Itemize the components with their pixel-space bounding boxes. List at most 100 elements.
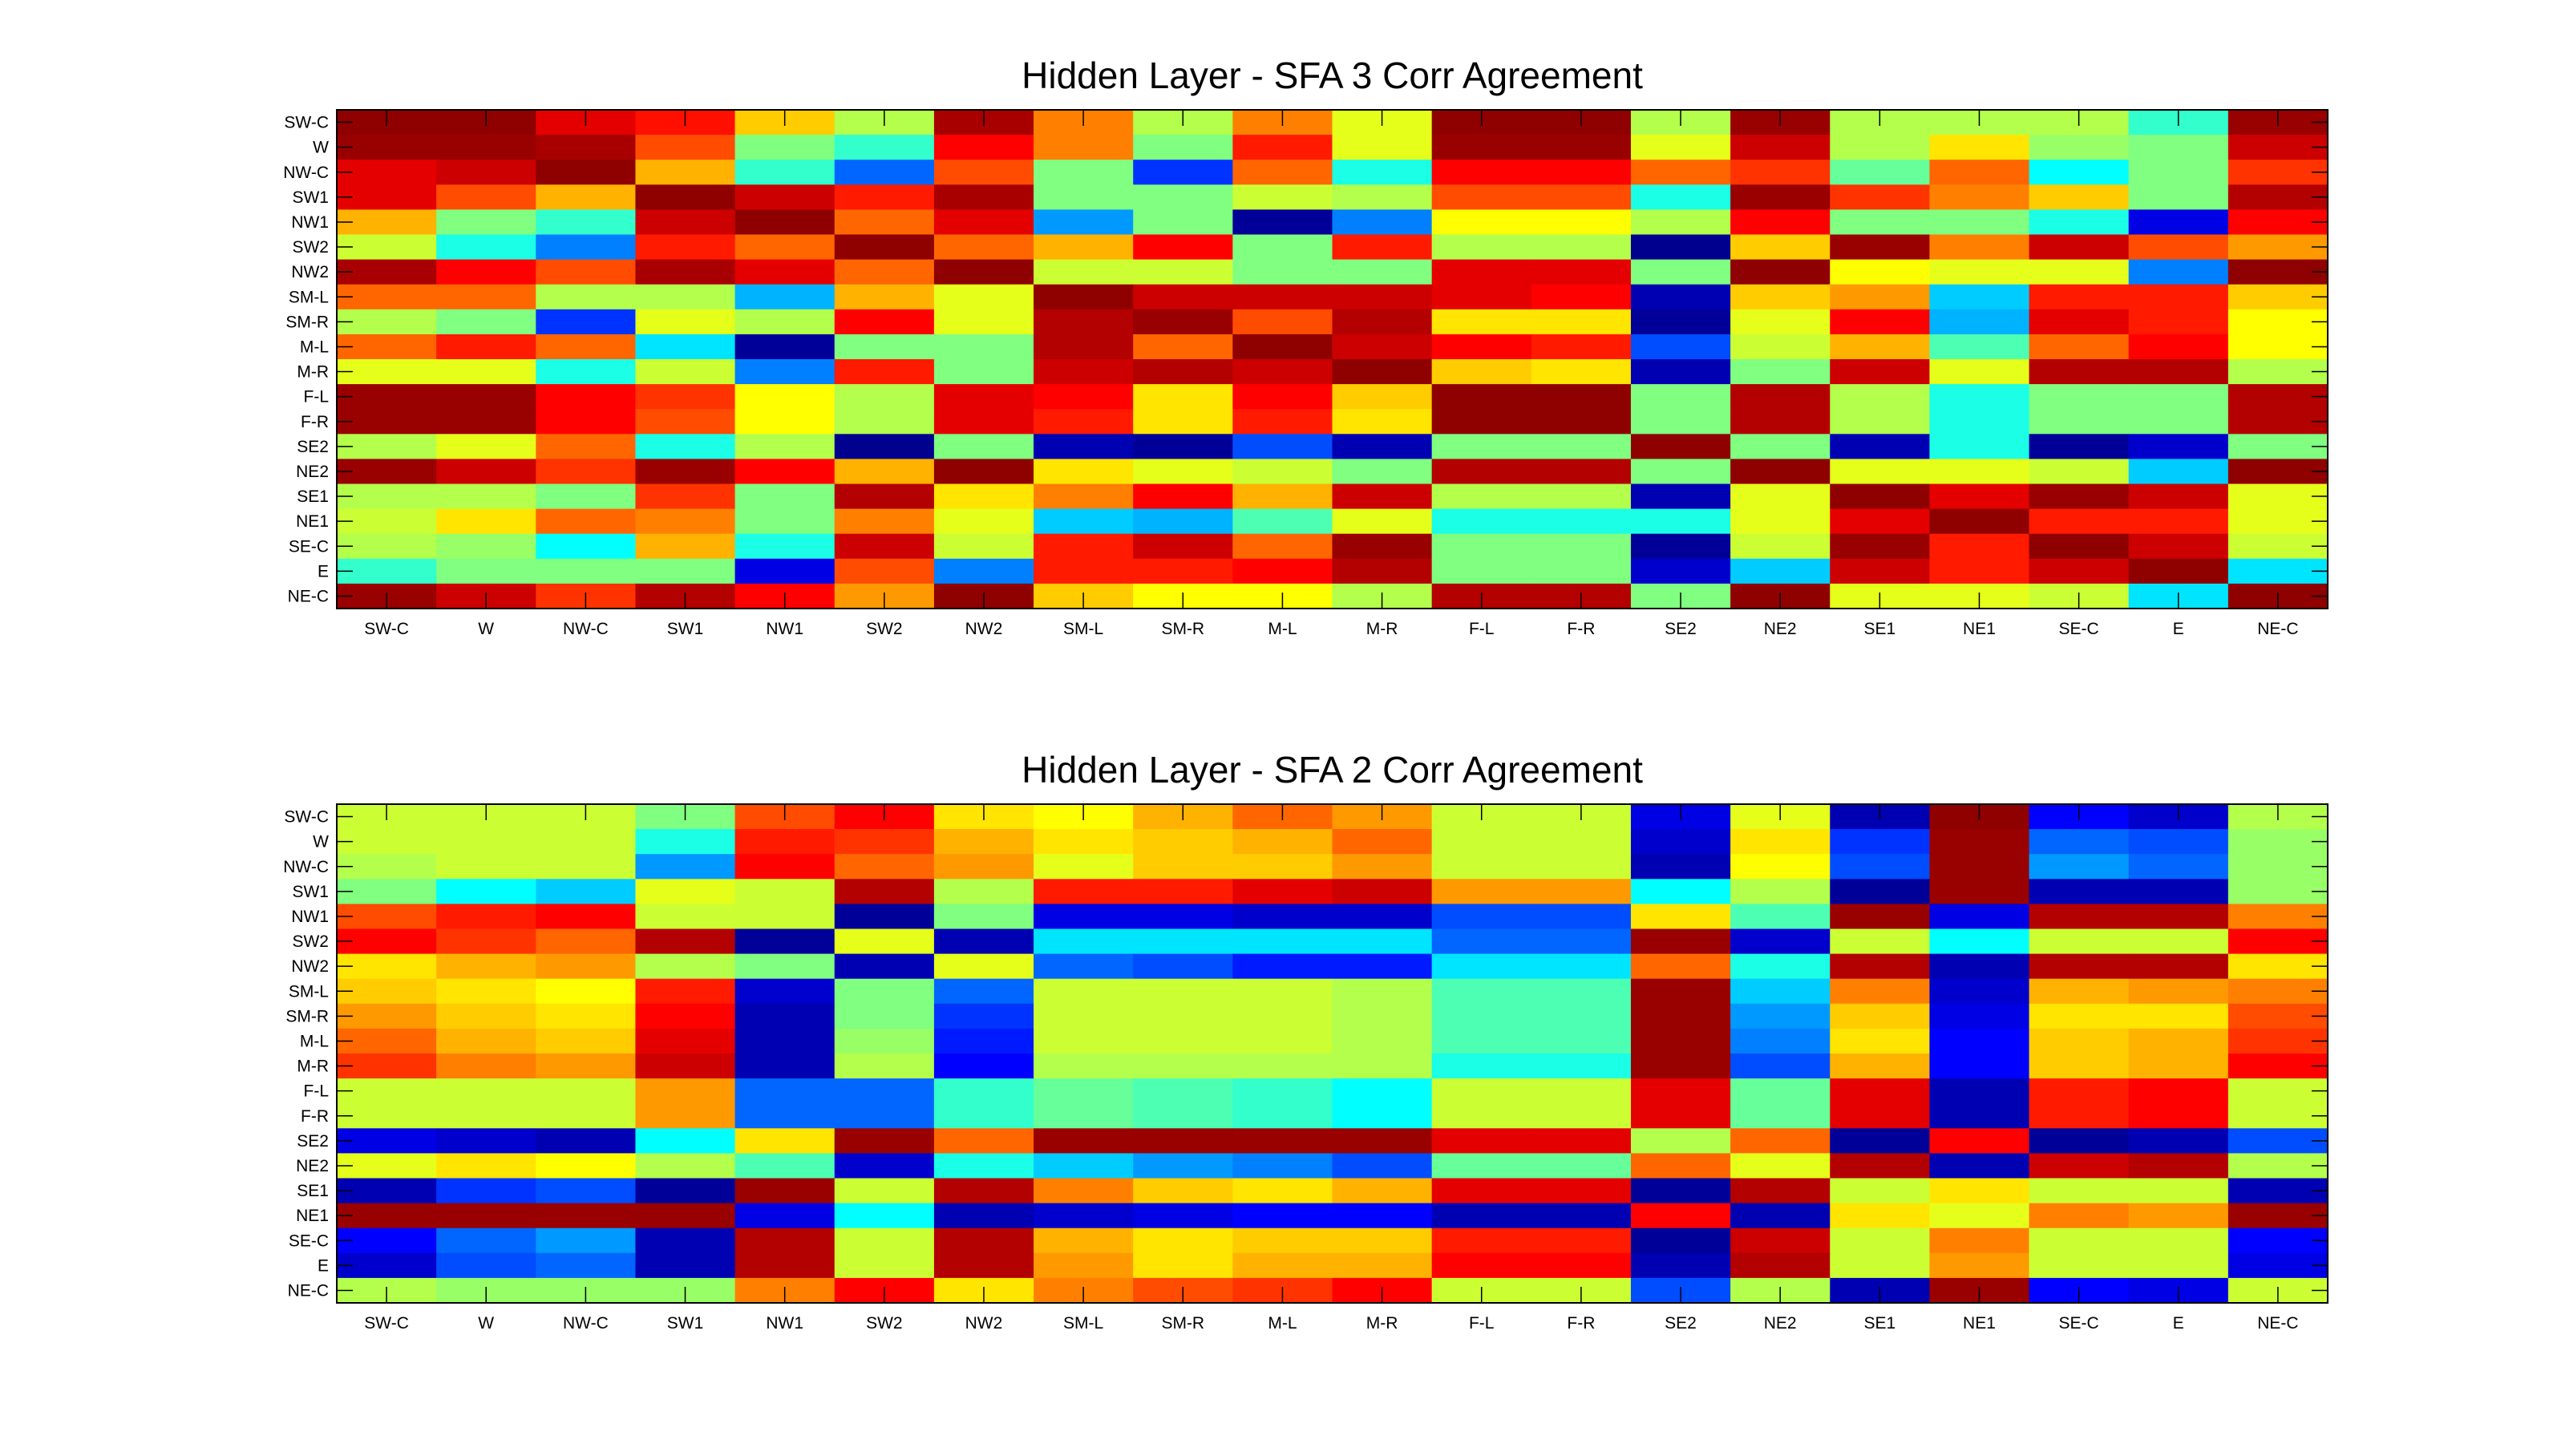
heatmap-cell [1332, 558, 1433, 584]
heatmap-cell [1232, 879, 1333, 904]
heatmap-cell [536, 334, 637, 360]
heatmap-cell [2227, 953, 2328, 980]
heatmap-cell [1332, 135, 1433, 160]
heatmap-cell [933, 508, 1034, 535]
heatmap-cell [1730, 978, 1831, 1005]
heatmap-cell [436, 184, 536, 210]
x-tick-label: M-R [1366, 1314, 1398, 1333]
y-tick-label: W [313, 139, 329, 157]
heatmap-cell [1630, 978, 1731, 1005]
heatmap-cell [1232, 459, 1333, 485]
heatmap-cell [834, 978, 935, 1005]
heatmap-cell [2227, 1128, 2328, 1154]
heatmap-cell [1332, 459, 1433, 485]
heatmap-cell [734, 558, 835, 584]
heatmap-cell [1830, 928, 1930, 955]
x-tick-label: M-L [1268, 620, 1297, 638]
heatmap-cell [536, 434, 637, 459]
heatmap-cell [1034, 334, 1134, 360]
heatmap-cell [1232, 508, 1333, 535]
heatmap-cell [337, 284, 437, 310]
heatmap-cell [1531, 829, 1632, 855]
heatmap-cell [1232, 1078, 1333, 1104]
heatmap-cell [1431, 953, 1532, 980]
y-tick-label: SM-L [289, 288, 329, 306]
heatmap-cell [635, 234, 736, 261]
heatmap-cell [734, 1003, 835, 1029]
heatmap-cell [1431, 1054, 1532, 1079]
heatmap-cell [734, 904, 835, 930]
heatmap-cell [1232, 978, 1333, 1005]
heatmap-cell [734, 209, 835, 236]
heatmap-cell [1730, 459, 1831, 485]
heatmap-cell [1830, 1227, 1930, 1254]
heatmap-cell [1531, 334, 1632, 360]
heatmap-cell [1630, 1028, 1731, 1054]
heatmap-cell [2029, 1203, 2130, 1229]
heatmap-cell [337, 928, 437, 955]
x-tick-label: W [478, 620, 494, 638]
heatmap-cell [1830, 879, 1930, 904]
heatmap-cell [1232, 1128, 1333, 1154]
heatmap-cell [2029, 483, 2130, 510]
heatmap-cell [1332, 533, 1433, 560]
heatmap-cell [2128, 533, 2229, 560]
heatmap-cell [1133, 309, 1233, 335]
heatmap-cell [1034, 1054, 1134, 1079]
heatmap-cell [1730, 1103, 1831, 1129]
heatmap-cell [1332, 184, 1433, 210]
heatmap-cell [337, 160, 437, 185]
heatmap-cell [536, 904, 637, 930]
x-tick-label: SW1 [667, 620, 704, 638]
heatmap-cell [2227, 135, 2328, 160]
heatmap-cell [1133, 1227, 1233, 1254]
heatmap-cell [1531, 533, 1632, 560]
heatmap-cell [1929, 483, 2030, 510]
heatmap-cell [2128, 953, 2229, 980]
heatmap-cell [734, 1128, 835, 1154]
heatmap-cell [2227, 284, 2328, 310]
heatmap-cell [1332, 1103, 1433, 1129]
heatmap-cell [933, 1203, 1034, 1229]
heatmap-cell [2029, 854, 2130, 880]
heatmap-cell [536, 508, 637, 535]
heatmap-cell [734, 135, 835, 160]
heatmap-cell [1630, 384, 1731, 410]
heatmap-cell [1730, 953, 1831, 980]
heatmap-cell [1929, 1078, 2030, 1104]
x-tick-label: NW1 [766, 620, 803, 638]
heatmap-cell [1431, 1078, 1532, 1104]
heatmap-cell [834, 1028, 935, 1054]
heatmap-cell [1630, 483, 1731, 510]
heatmap-cell [1431, 309, 1532, 335]
x-tick-label: SM-R [1161, 620, 1204, 638]
heatmap-cell [2227, 1103, 2328, 1129]
heatmap-cell [2227, 1078, 2328, 1104]
heatmap-cell [1034, 533, 1134, 560]
y-tick-label: NW-C [283, 858, 329, 876]
heatmap-cell [1730, 234, 1831, 261]
heatmap-cell [2029, 953, 2130, 980]
heatmap-cell [1830, 854, 1930, 880]
heatmap-cell [834, 359, 935, 385]
heatmap-cell [1332, 334, 1433, 360]
heatmap-cell [1730, 135, 1831, 160]
heatmap-cell [734, 978, 835, 1005]
heatmap-cell [635, 1028, 736, 1054]
heatmap-cell [436, 1178, 536, 1204]
heatmap-cell [635, 1203, 736, 1229]
heatmap-cell [1730, 184, 1831, 210]
heatmap-cell [1929, 284, 2030, 310]
heatmap-cell [933, 309, 1034, 335]
heatmap-cell [2227, 558, 2328, 584]
heatmap-cell [2128, 160, 2229, 185]
heatmap-cell [834, 209, 935, 236]
heatmap-cell [1929, 1054, 2030, 1079]
heatmap-cell [1133, 1128, 1233, 1154]
heatmap-cell [536, 409, 637, 435]
heatmap-cell [1431, 1178, 1532, 1204]
heatmap-cell [933, 558, 1034, 584]
heatmap-cell [1332, 434, 1433, 459]
heatmap-cell [2029, 928, 2130, 955]
heatmap-cell [1730, 1003, 1831, 1029]
